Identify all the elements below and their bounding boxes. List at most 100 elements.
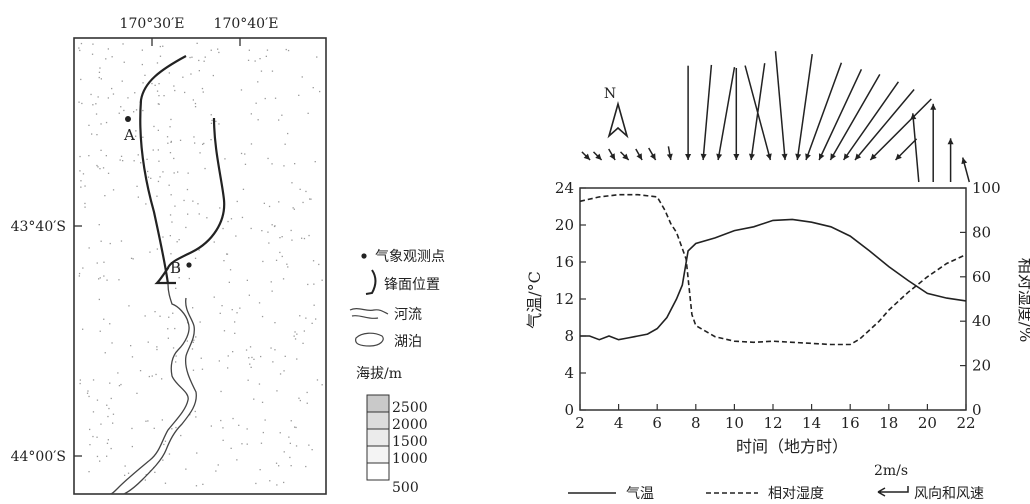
speckle [227,367,229,369]
speckle [283,370,285,372]
speckle [112,422,114,424]
speckle [258,383,261,385]
speckle [194,102,197,105]
north-label: N [604,86,616,102]
speckle [185,468,187,470]
speckle [80,186,82,188]
speckle [192,369,195,371]
y-right-tick-label: 100 [972,179,1001,197]
speckle [104,195,106,197]
speckle [230,218,233,220]
elevation-level: 2500 [392,400,428,416]
wind-arrow [700,64,713,161]
speckle [278,201,280,203]
y-left-tick-labels: 0 4 8 12 16 20 24 [555,179,574,419]
speckle [296,333,298,335]
speckle [91,133,93,135]
speckle [123,61,125,63]
speckle [169,152,172,154]
speckle [84,185,86,187]
speckle [274,322,276,324]
speckle [248,294,250,296]
speckle [210,122,213,124]
speckle [105,58,107,60]
river [109,283,197,495]
x-tick-label: 22 [956,414,975,432]
y-left-tick-label: 8 [564,327,574,345]
speckle [193,136,195,138]
speckle [141,63,143,66]
speckle [210,49,212,51]
speckle [213,241,215,243]
x-tick-label: 6 [652,414,662,432]
speckle [234,332,236,334]
speckle [283,481,285,484]
x-tick-label: 20 [918,414,937,432]
speckle [293,335,295,337]
speckle [81,102,83,105]
lon-label: 170°30′E [120,16,185,32]
speckle [95,113,98,115]
speckle [159,176,161,178]
speckle [185,226,187,229]
speckle [285,48,287,51]
temperature-legend-label: 气温 [626,486,654,502]
speckle [173,172,175,174]
speckle [118,385,121,387]
speckle [202,143,204,145]
speckle [106,455,108,457]
speckle [281,255,283,258]
wind-arrow-shaft [744,65,772,161]
speckle [284,355,286,357]
speckle [168,453,171,455]
speckle [232,417,234,420]
speckle [118,279,120,281]
speckle [191,348,194,350]
speckle [202,91,204,93]
lake-legend-label: 湖泊 [394,334,422,350]
speckle [79,155,81,158]
speckle [282,278,285,280]
wind-arrow [930,103,937,182]
speckle [228,281,230,283]
speckle [283,451,285,453]
speckle [112,189,115,191]
speckle [133,160,135,162]
wind-arrow-head [961,157,968,165]
speckle [98,71,101,73]
speckle [255,482,257,485]
speckle [250,143,253,145]
speckle [184,91,186,94]
wind-arrow-head [870,153,877,160]
speckle [308,234,310,237]
speckle [79,170,81,172]
speckle [111,342,113,344]
x-tick-label: 18 [879,414,898,432]
wind-arrow [829,74,881,161]
speckle [157,180,160,183]
speckle [267,157,269,160]
elevation-level: 2000 [392,417,428,433]
speckle [313,283,315,285]
wind-arrow-shaft [829,74,881,161]
speckle [130,345,132,347]
y-left-tick-label: 16 [555,253,574,271]
speckle [156,195,158,197]
speckle [120,383,122,386]
speckle [281,114,283,116]
speckle [286,263,288,265]
speckle [248,49,250,51]
speckle [102,167,105,169]
speckle [294,426,296,428]
speckle [103,318,105,320]
speckle [234,321,236,323]
y-right-tick-label: 60 [972,268,991,286]
speckle [174,205,176,207]
wind-arrow [910,113,920,183]
speckle [112,93,115,95]
speckle [169,235,171,237]
speckle [301,237,303,239]
speckle [144,74,146,76]
speckle [178,266,180,269]
speckle [88,395,90,398]
